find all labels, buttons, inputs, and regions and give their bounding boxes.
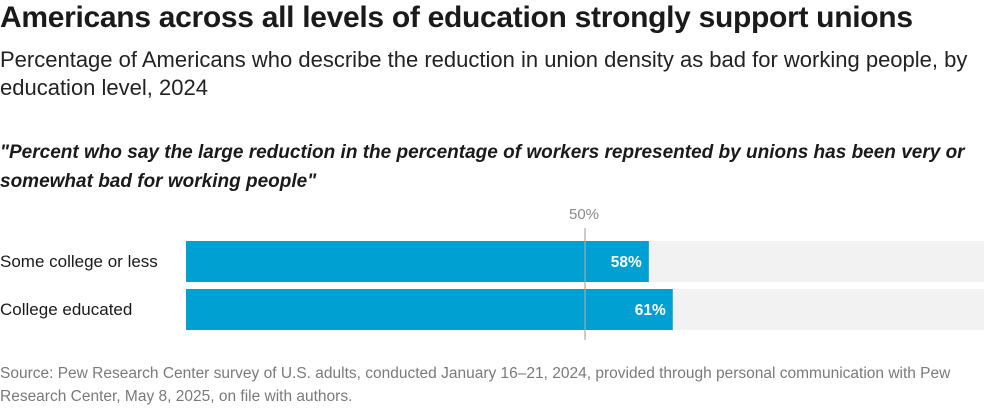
bar-value-label: 58% (611, 254, 642, 271)
category-label-college-educated: College educated (0, 300, 133, 319)
bar-value-label: 61% (635, 302, 666, 319)
bar-some-college (186, 241, 649, 282)
reference-line-label: 50% (569, 206, 600, 223)
bar-college-educated (186, 289, 673, 330)
chart-title: Americans across all levels of education… (0, 1, 913, 34)
chart-subtitle: Percentage of Americans who describe the… (0, 47, 968, 100)
category-label-some-college: Some college or less (0, 252, 158, 271)
source-note: Source: Pew Research Center survey of U.… (0, 365, 951, 405)
survey-question: "Percent who say the large reduction in … (0, 142, 965, 192)
